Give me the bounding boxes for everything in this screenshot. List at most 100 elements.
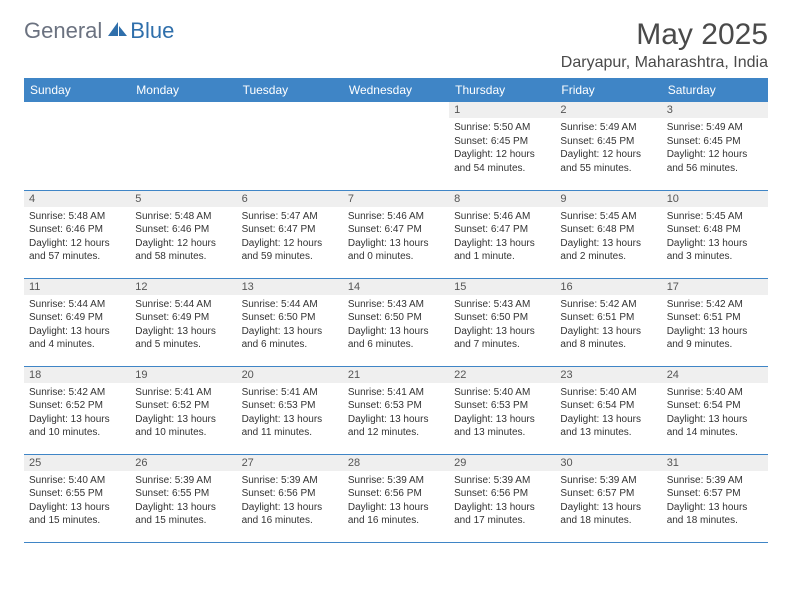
- daylight-text: Daylight: 13 hours and 12 minutes.: [348, 413, 444, 440]
- calendar-cell: 31Sunrise: 5:39 AMSunset: 6:57 PMDayligh…: [662, 454, 768, 542]
- calendar-cell: [237, 102, 343, 190]
- daylight-text: Daylight: 13 hours and 13 minutes.: [454, 413, 550, 440]
- logo-sail-icon: [106, 20, 128, 43]
- day-number: 2: [555, 102, 661, 118]
- day-number: 27: [237, 455, 343, 471]
- day-number: 14: [343, 279, 449, 295]
- sunrise-text: Sunrise: 5:39 AM: [135, 474, 231, 488]
- daylight-text: Daylight: 13 hours and 6 minutes.: [242, 325, 338, 352]
- day-details: Sunrise: 5:50 AMSunset: 6:45 PMDaylight:…: [449, 118, 555, 179]
- daylight-text: Daylight: 13 hours and 17 minutes.: [454, 501, 550, 528]
- sunrise-text: Sunrise: 5:40 AM: [454, 386, 550, 400]
- sunset-text: Sunset: 6:49 PM: [29, 311, 125, 325]
- weekday-header: Sunday: [24, 78, 130, 102]
- day-number: 18: [24, 367, 130, 383]
- day-details: Sunrise: 5:49 AMSunset: 6:45 PMDaylight:…: [662, 118, 768, 179]
- calendar-cell: 14Sunrise: 5:43 AMSunset: 6:50 PMDayligh…: [343, 278, 449, 366]
- daylight-text: Daylight: 13 hours and 15 minutes.: [135, 501, 231, 528]
- calendar-cell: 29Sunrise: 5:39 AMSunset: 6:56 PMDayligh…: [449, 454, 555, 542]
- sunset-text: Sunset: 6:53 PM: [348, 399, 444, 413]
- daylight-text: Daylight: 13 hours and 9 minutes.: [667, 325, 763, 352]
- sunset-text: Sunset: 6:55 PM: [29, 487, 125, 501]
- day-number: 12: [130, 279, 236, 295]
- sunset-text: Sunset: 6:51 PM: [667, 311, 763, 325]
- day-details: Sunrise: 5:45 AMSunset: 6:48 PMDaylight:…: [555, 207, 661, 268]
- sunrise-text: Sunrise: 5:39 AM: [454, 474, 550, 488]
- calendar-cell: 9Sunrise: 5:45 AMSunset: 6:48 PMDaylight…: [555, 190, 661, 278]
- day-details: Sunrise: 5:44 AMSunset: 6:49 PMDaylight:…: [24, 295, 130, 356]
- sunset-text: Sunset: 6:49 PM: [135, 311, 231, 325]
- sunrise-text: Sunrise: 5:39 AM: [560, 474, 656, 488]
- calendar-cell: [343, 102, 449, 190]
- daylight-text: Daylight: 12 hours and 57 minutes.: [29, 237, 125, 264]
- sunset-text: Sunset: 6:46 PM: [29, 223, 125, 237]
- logo-text-blue: Blue: [130, 18, 174, 44]
- day-details: Sunrise: 5:48 AMSunset: 6:46 PMDaylight:…: [24, 207, 130, 268]
- calendar-cell: 19Sunrise: 5:41 AMSunset: 6:52 PMDayligh…: [130, 366, 236, 454]
- header: General Blue May 2025 Daryapur, Maharash…: [24, 18, 768, 72]
- calendar-cell: 20Sunrise: 5:41 AMSunset: 6:53 PMDayligh…: [237, 366, 343, 454]
- day-details: Sunrise: 5:44 AMSunset: 6:50 PMDaylight:…: [237, 295, 343, 356]
- weekday-header-row: Sunday Monday Tuesday Wednesday Thursday…: [24, 78, 768, 102]
- daylight-text: Daylight: 13 hours and 18 minutes.: [667, 501, 763, 528]
- sunrise-text: Sunrise: 5:39 AM: [667, 474, 763, 488]
- weekday-header: Thursday: [449, 78, 555, 102]
- sunrise-text: Sunrise: 5:40 AM: [560, 386, 656, 400]
- calendar-cell: 24Sunrise: 5:40 AMSunset: 6:54 PMDayligh…: [662, 366, 768, 454]
- sunrise-text: Sunrise: 5:45 AM: [667, 210, 763, 224]
- day-number: 13: [237, 279, 343, 295]
- sunrise-text: Sunrise: 5:45 AM: [560, 210, 656, 224]
- day-details: Sunrise: 5:45 AMSunset: 6:48 PMDaylight:…: [662, 207, 768, 268]
- calendar-cell: 5Sunrise: 5:48 AMSunset: 6:46 PMDaylight…: [130, 190, 236, 278]
- sunset-text: Sunset: 6:56 PM: [454, 487, 550, 501]
- weekday-header: Monday: [130, 78, 236, 102]
- day-number: 16: [555, 279, 661, 295]
- sunrise-text: Sunrise: 5:46 AM: [348, 210, 444, 224]
- daylight-text: Daylight: 13 hours and 3 minutes.: [667, 237, 763, 264]
- weekday-header: Friday: [555, 78, 661, 102]
- day-details: Sunrise: 5:39 AMSunset: 6:56 PMDaylight:…: [343, 471, 449, 532]
- day-details: Sunrise: 5:39 AMSunset: 6:57 PMDaylight:…: [662, 471, 768, 532]
- calendar-cell: 25Sunrise: 5:40 AMSunset: 6:55 PMDayligh…: [24, 454, 130, 542]
- day-details: Sunrise: 5:47 AMSunset: 6:47 PMDaylight:…: [237, 207, 343, 268]
- daylight-text: Daylight: 13 hours and 16 minutes.: [242, 501, 338, 528]
- calendar-cell: 21Sunrise: 5:41 AMSunset: 6:53 PMDayligh…: [343, 366, 449, 454]
- day-number: 24: [662, 367, 768, 383]
- sunset-text: Sunset: 6:45 PM: [560, 135, 656, 149]
- daylight-text: Daylight: 13 hours and 5 minutes.: [135, 325, 231, 352]
- sunset-text: Sunset: 6:53 PM: [242, 399, 338, 413]
- sunset-text: Sunset: 6:52 PM: [29, 399, 125, 413]
- daylight-text: Daylight: 13 hours and 8 minutes.: [560, 325, 656, 352]
- calendar-cell: 27Sunrise: 5:39 AMSunset: 6:56 PMDayligh…: [237, 454, 343, 542]
- calendar-cell: 8Sunrise: 5:46 AMSunset: 6:47 PMDaylight…: [449, 190, 555, 278]
- sunrise-text: Sunrise: 5:39 AM: [242, 474, 338, 488]
- daylight-text: Daylight: 13 hours and 18 minutes.: [560, 501, 656, 528]
- sunset-text: Sunset: 6:52 PM: [135, 399, 231, 413]
- sunset-text: Sunset: 6:45 PM: [454, 135, 550, 149]
- sunset-text: Sunset: 6:48 PM: [667, 223, 763, 237]
- day-details: Sunrise: 5:43 AMSunset: 6:50 PMDaylight:…: [343, 295, 449, 356]
- calendar-cell: 12Sunrise: 5:44 AMSunset: 6:49 PMDayligh…: [130, 278, 236, 366]
- logo: General Blue: [24, 18, 174, 44]
- sunrise-text: Sunrise: 5:41 AM: [242, 386, 338, 400]
- day-number: 15: [449, 279, 555, 295]
- day-details: Sunrise: 5:39 AMSunset: 6:55 PMDaylight:…: [130, 471, 236, 532]
- daylight-text: Daylight: 13 hours and 13 minutes.: [560, 413, 656, 440]
- daylight-text: Daylight: 13 hours and 10 minutes.: [29, 413, 125, 440]
- day-details: Sunrise: 5:39 AMSunset: 6:56 PMDaylight:…: [237, 471, 343, 532]
- location: Daryapur, Maharashtra, India: [561, 54, 768, 72]
- day-number: 30: [555, 455, 661, 471]
- daylight-text: Daylight: 12 hours and 55 minutes.: [560, 148, 656, 175]
- sunset-text: Sunset: 6:56 PM: [242, 487, 338, 501]
- sunrise-text: Sunrise: 5:44 AM: [242, 298, 338, 312]
- day-details: Sunrise: 5:41 AMSunset: 6:53 PMDaylight:…: [343, 383, 449, 444]
- daylight-text: Daylight: 13 hours and 15 minutes.: [29, 501, 125, 528]
- daylight-text: Daylight: 13 hours and 11 minutes.: [242, 413, 338, 440]
- calendar-cell: 30Sunrise: 5:39 AMSunset: 6:57 PMDayligh…: [555, 454, 661, 542]
- sunset-text: Sunset: 6:50 PM: [348, 311, 444, 325]
- day-details: Sunrise: 5:42 AMSunset: 6:52 PMDaylight:…: [24, 383, 130, 444]
- calendar-cell: 17Sunrise: 5:42 AMSunset: 6:51 PMDayligh…: [662, 278, 768, 366]
- calendar-cell: 3Sunrise: 5:49 AMSunset: 6:45 PMDaylight…: [662, 102, 768, 190]
- sunrise-text: Sunrise: 5:42 AM: [667, 298, 763, 312]
- day-details: Sunrise: 5:42 AMSunset: 6:51 PMDaylight:…: [555, 295, 661, 356]
